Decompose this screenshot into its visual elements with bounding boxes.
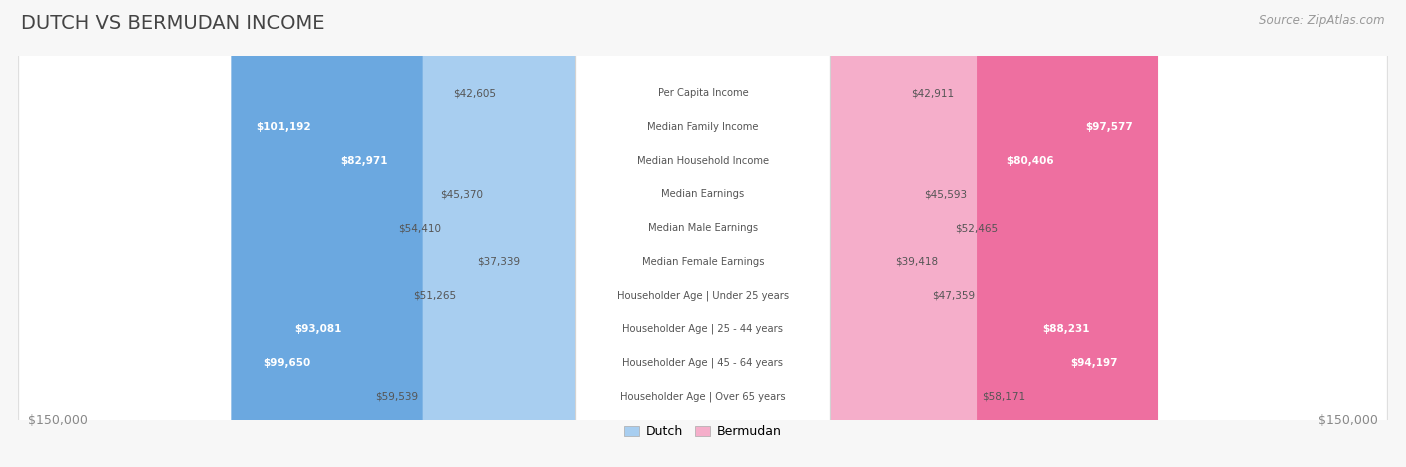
- FancyBboxPatch shape: [315, 0, 710, 467]
- Text: Median Household Income: Median Household Income: [637, 156, 769, 166]
- Text: Median Female Earnings: Median Female Earnings: [641, 257, 765, 267]
- FancyBboxPatch shape: [696, 0, 1115, 467]
- Text: $150,000: $150,000: [1319, 414, 1378, 427]
- FancyBboxPatch shape: [446, 0, 710, 467]
- Text: $45,593: $45,593: [924, 189, 967, 199]
- Text: $42,605: $42,605: [453, 88, 496, 98]
- FancyBboxPatch shape: [696, 0, 1159, 467]
- Text: $39,418: $39,418: [896, 257, 939, 267]
- Text: DUTCH VS BERMUDAN INCOME: DUTCH VS BERMUDAN INCOME: [21, 14, 325, 33]
- Text: Householder Age | 45 - 64 years: Householder Age | 45 - 64 years: [623, 358, 783, 368]
- FancyBboxPatch shape: [576, 0, 830, 467]
- Text: Median Family Income: Median Family Income: [647, 122, 759, 132]
- Text: $101,192: $101,192: [257, 122, 311, 132]
- FancyBboxPatch shape: [18, 0, 1388, 467]
- FancyBboxPatch shape: [696, 0, 907, 467]
- FancyBboxPatch shape: [576, 0, 830, 467]
- FancyBboxPatch shape: [269, 0, 710, 467]
- Text: $42,911: $42,911: [911, 88, 955, 98]
- Text: $47,359: $47,359: [932, 290, 976, 300]
- Text: Source: ZipAtlas.com: Source: ZipAtlas.com: [1260, 14, 1385, 27]
- FancyBboxPatch shape: [524, 0, 710, 467]
- Text: $58,171: $58,171: [981, 392, 1025, 402]
- FancyBboxPatch shape: [576, 0, 830, 467]
- FancyBboxPatch shape: [18, 0, 1388, 467]
- Text: $51,265: $51,265: [413, 290, 456, 300]
- FancyBboxPatch shape: [18, 0, 1388, 467]
- Text: Per Capita Income: Per Capita Income: [658, 88, 748, 98]
- Text: $94,197: $94,197: [1070, 358, 1118, 368]
- Text: $97,577: $97,577: [1085, 122, 1133, 132]
- Text: $54,410: $54,410: [399, 223, 441, 233]
- FancyBboxPatch shape: [696, 0, 950, 467]
- Text: $82,971: $82,971: [340, 156, 388, 166]
- FancyBboxPatch shape: [576, 0, 830, 467]
- Text: Householder Age | 25 - 44 years: Householder Age | 25 - 44 years: [623, 324, 783, 334]
- FancyBboxPatch shape: [696, 0, 891, 467]
- FancyBboxPatch shape: [18, 0, 1388, 467]
- FancyBboxPatch shape: [18, 0, 1388, 467]
- FancyBboxPatch shape: [18, 0, 1388, 467]
- Text: $99,650: $99,650: [264, 358, 311, 368]
- FancyBboxPatch shape: [423, 0, 710, 467]
- FancyBboxPatch shape: [501, 0, 710, 467]
- Text: $150,000: $150,000: [28, 414, 87, 427]
- FancyBboxPatch shape: [239, 0, 710, 467]
- Legend: Dutch, Bermudan: Dutch, Bermudan: [620, 420, 786, 443]
- FancyBboxPatch shape: [576, 0, 830, 467]
- Text: $93,081: $93,081: [294, 324, 342, 334]
- Text: Median Earnings: Median Earnings: [661, 189, 745, 199]
- Text: $80,406: $80,406: [1007, 156, 1054, 166]
- Text: Householder Age | Under 25 years: Householder Age | Under 25 years: [617, 290, 789, 301]
- FancyBboxPatch shape: [696, 0, 920, 467]
- Text: $45,370: $45,370: [440, 189, 484, 199]
- FancyBboxPatch shape: [576, 0, 830, 467]
- FancyBboxPatch shape: [696, 0, 1143, 467]
- Text: Householder Age | Over 65 years: Householder Age | Over 65 years: [620, 391, 786, 402]
- FancyBboxPatch shape: [576, 0, 830, 467]
- FancyBboxPatch shape: [488, 0, 710, 467]
- FancyBboxPatch shape: [18, 0, 1388, 467]
- Text: $59,539: $59,539: [375, 392, 418, 402]
- FancyBboxPatch shape: [696, 0, 977, 467]
- FancyBboxPatch shape: [576, 0, 830, 467]
- FancyBboxPatch shape: [232, 0, 710, 467]
- FancyBboxPatch shape: [696, 0, 1080, 467]
- FancyBboxPatch shape: [576, 0, 830, 467]
- Text: Median Male Earnings: Median Male Earnings: [648, 223, 758, 233]
- FancyBboxPatch shape: [696, 0, 928, 467]
- Text: $88,231: $88,231: [1042, 324, 1090, 334]
- FancyBboxPatch shape: [576, 0, 830, 467]
- Text: $52,465: $52,465: [956, 223, 998, 233]
- FancyBboxPatch shape: [461, 0, 710, 467]
- FancyBboxPatch shape: [18, 0, 1388, 467]
- Text: $37,339: $37,339: [477, 257, 520, 267]
- FancyBboxPatch shape: [18, 0, 1388, 467]
- FancyBboxPatch shape: [18, 0, 1388, 467]
